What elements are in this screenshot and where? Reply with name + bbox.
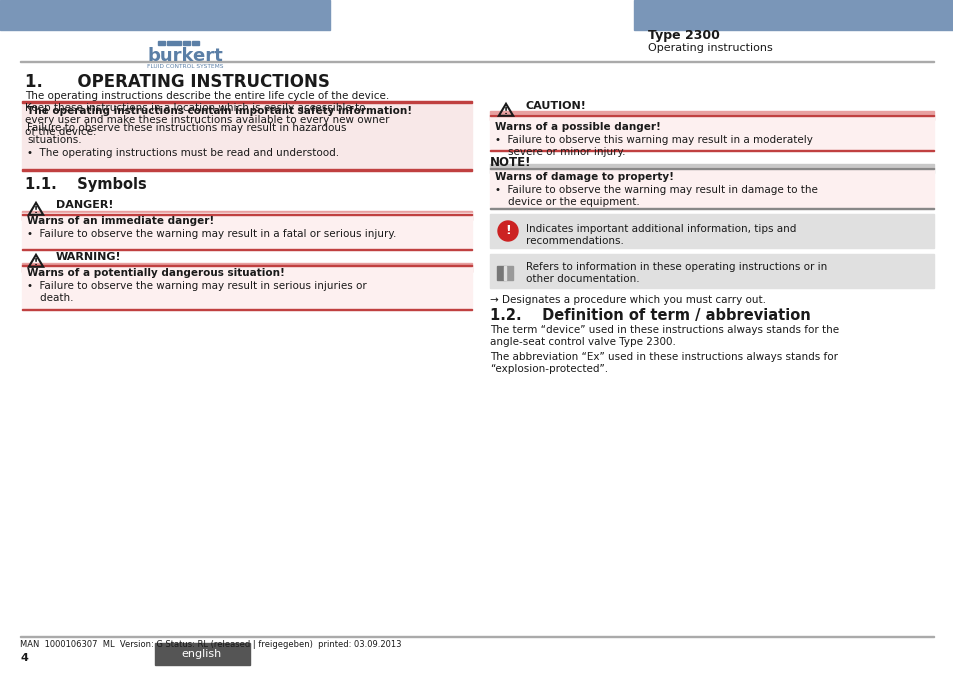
Text: !: ! <box>504 225 511 238</box>
Bar <box>22 213 472 215</box>
Bar <box>167 41 181 45</box>
Text: Indicates important additional information, tips and: Indicates important additional informati… <box>525 224 796 234</box>
Text: The term “device” used in these instructions always stands for the: The term “device” used in these instruct… <box>490 325 839 335</box>
Circle shape <box>497 221 517 241</box>
Text: burkert: burkert <box>147 47 223 65</box>
Bar <box>22 211 472 220</box>
Text: angle-seat control valve Type 2300.: angle-seat control valve Type 2300. <box>490 337 675 347</box>
Bar <box>634 0 953 30</box>
Bar <box>22 263 472 272</box>
Bar <box>504 266 513 280</box>
Text: The abbreviation “Ex” used in these instructions always stands for: The abbreviation “Ex” used in these inst… <box>490 352 837 362</box>
Bar <box>490 214 933 248</box>
Bar <box>22 101 472 103</box>
Text: !: ! <box>503 107 508 116</box>
Bar <box>22 264 472 266</box>
Text: •  The operating instructions must be read and understood.: • The operating instructions must be rea… <box>27 148 338 158</box>
Text: !: ! <box>34 206 38 215</box>
Bar <box>20 636 933 637</box>
Text: recommendations.: recommendations. <box>525 236 623 246</box>
Text: DANGER!: DANGER! <box>56 200 113 210</box>
Text: situations.: situations. <box>27 135 82 145</box>
Bar <box>490 114 933 116</box>
Text: •  Failure to observe this warning may result in a moderately: • Failure to observe this warning may re… <box>495 135 812 145</box>
Text: Type 2300: Type 2300 <box>647 28 720 42</box>
Bar <box>490 254 933 288</box>
Text: •  Failure to observe the warning may result in serious injuries or: • Failure to observe the warning may res… <box>27 281 366 291</box>
Bar <box>158 41 165 45</box>
Text: 1.2.    Definition of term / abbreviation: 1.2. Definition of term / abbreviation <box>490 308 810 323</box>
Text: CAUTION!: CAUTION! <box>525 101 586 111</box>
Bar <box>22 213 472 250</box>
Bar <box>490 111 933 120</box>
Bar <box>22 308 472 310</box>
Text: Operating instructions: Operating instructions <box>647 43 772 53</box>
Bar <box>183 41 190 45</box>
Text: Refers to information in these operating instructions or in: Refers to information in these operating… <box>525 262 826 272</box>
Text: Warns of an immediate danger!: Warns of an immediate danger! <box>27 216 214 226</box>
Text: Warns of a potentially dangerous situation!: Warns of a potentially dangerous situati… <box>27 268 285 278</box>
Text: FLUID CONTROL SYSTEMS: FLUID CONTROL SYSTEMS <box>147 65 223 69</box>
Text: The operating instructions contain important safety information!: The operating instructions contain impor… <box>27 106 412 116</box>
Bar <box>0 0 330 30</box>
Text: → Designates a procedure which you must carry out.: → Designates a procedure which you must … <box>490 295 765 305</box>
Text: english: english <box>182 649 222 659</box>
Bar <box>490 115 933 151</box>
Text: every user and make these instructions available to every new owner: every user and make these instructions a… <box>25 115 389 125</box>
Text: Warns of damage to property!: Warns of damage to property! <box>495 172 673 182</box>
Text: Keep these instructions in a location which is easily accessible to: Keep these instructions in a location wh… <box>25 103 365 113</box>
Text: of the device.: of the device. <box>25 127 96 137</box>
Bar <box>22 248 472 250</box>
Text: death.: death. <box>27 293 73 303</box>
Text: •  Failure to observe the warning may result in damage to the: • Failure to observe the warning may res… <box>495 185 817 195</box>
Text: 1.1.    Symbols: 1.1. Symbols <box>25 177 147 192</box>
Text: Warns of a possible danger!: Warns of a possible danger! <box>495 122 660 132</box>
Bar <box>22 266 472 310</box>
Bar <box>490 168 933 209</box>
Text: other documentation.: other documentation. <box>525 274 639 284</box>
Text: severe or minor injury.: severe or minor injury. <box>495 147 625 157</box>
Text: WARNING!: WARNING! <box>56 252 121 262</box>
Bar <box>22 101 472 171</box>
Bar <box>490 149 933 151</box>
Bar <box>490 168 933 169</box>
Bar <box>503 266 505 280</box>
Bar <box>20 61 933 62</box>
Text: “explosion-protected”.: “explosion-protected”. <box>490 364 607 374</box>
Text: device or the equipment.: device or the equipment. <box>495 197 639 207</box>
Bar <box>490 207 933 209</box>
Text: •  Failure to observe the warning may result in a fatal or serious injury.: • Failure to observe the warning may res… <box>27 229 395 239</box>
Bar <box>490 164 933 173</box>
Bar <box>22 169 472 171</box>
Text: Failure to observe these instructions may result in hazardous: Failure to observe these instructions ma… <box>27 123 346 133</box>
Text: NOTE!: NOTE! <box>490 156 531 169</box>
Text: 4: 4 <box>20 653 28 663</box>
Bar <box>154 643 250 665</box>
Bar <box>497 266 504 280</box>
Text: MAN  1000106307  ML  Version: G Status: RL (released | freigegeben)  printed: 03: MAN 1000106307 ML Version: G Status: RL … <box>20 640 401 649</box>
Bar <box>192 41 199 45</box>
Text: The operating instructions describe the entire life cycle of the device.: The operating instructions describe the … <box>25 91 389 101</box>
Text: !: ! <box>34 258 38 267</box>
Text: 1.      OPERATING INSTRUCTIONS: 1. OPERATING INSTRUCTIONS <box>25 73 330 91</box>
